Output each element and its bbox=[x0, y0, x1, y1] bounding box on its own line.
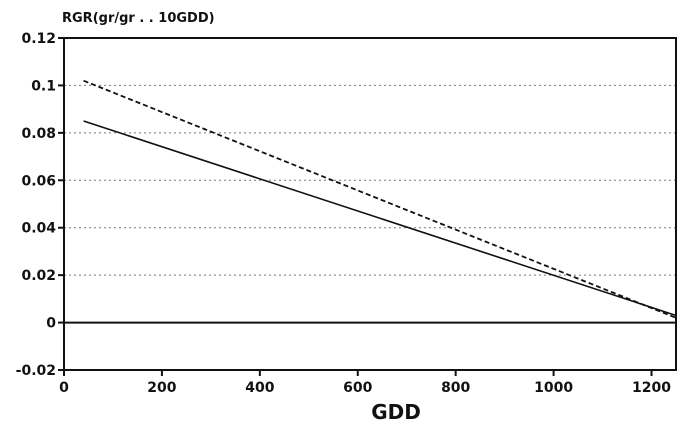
y-tick-label: 0.08 bbox=[21, 126, 56, 142]
y-tick-label: 0 bbox=[46, 316, 56, 332]
y-tick-label: 0.1 bbox=[31, 78, 56, 94]
plot-frame bbox=[63, 37, 677, 371]
x-tick-label: 1000 bbox=[534, 380, 573, 396]
series-line-dashed bbox=[83, 79, 677, 319]
x-tick-label: 400 bbox=[245, 380, 274, 396]
y-axis-title: RGR(gr/gr . . 10GDD) bbox=[62, 11, 215, 26]
x-tick-label: 200 bbox=[147, 380, 176, 396]
series-group bbox=[83, 79, 677, 319]
x-axis-title: GDD bbox=[371, 400, 421, 424]
x-tick-label: 600 bbox=[343, 380, 372, 396]
y-ticks: -0.02 0 0.02 0.04 0.06 0.08 0.1 0.12 bbox=[16, 31, 64, 379]
y-tick-label: 0.02 bbox=[21, 268, 56, 284]
y-tick-label: 0.06 bbox=[21, 173, 56, 189]
y-tick-label: -0.02 bbox=[16, 363, 56, 379]
x-tick-label: 800 bbox=[441, 380, 470, 396]
y-tick-label: 0.12 bbox=[21, 31, 56, 47]
y-tick-label: 0.04 bbox=[21, 221, 56, 237]
x-tick-label: 1200 bbox=[632, 380, 671, 396]
x-tick-label: 0 bbox=[59, 380, 69, 396]
series-line-solid bbox=[83, 120, 677, 317]
grid-lines bbox=[64, 84, 676, 276]
x-ticks: 0 200 400 600 800 1000 1200 bbox=[59, 370, 671, 396]
